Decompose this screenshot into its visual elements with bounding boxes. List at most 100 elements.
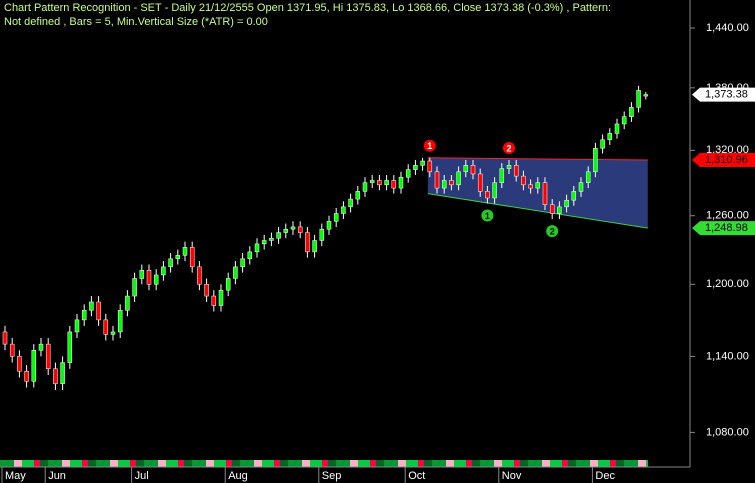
candle-body — [585, 171, 591, 183]
candle-body — [348, 198, 353, 208]
candle-body — [427, 160, 433, 173]
candle-body — [449, 180, 454, 186]
title-line: Chart Pattern Recognition - SET - Daily … — [4, 2, 611, 14]
candle-body — [276, 232, 281, 239]
x-tick-label: Sep — [322, 470, 342, 482]
candle-body — [643, 94, 649, 97]
candle-body — [564, 199, 569, 208]
candle-body — [528, 184, 533, 189]
candle-body — [132, 278, 137, 297]
candle-body — [578, 182, 584, 192]
candle-body — [117, 310, 123, 333]
candle-body — [67, 331, 73, 363]
candle-body — [312, 240, 317, 253]
candle-body — [521, 175, 526, 186]
candle-body — [125, 295, 130, 311]
price-tag — [692, 87, 755, 102]
candle-body — [197, 266, 202, 285]
candle-body — [441, 180, 447, 189]
y-tick-label: 1,200.00 — [706, 278, 749, 290]
candle-body — [254, 243, 260, 253]
support-line — [427, 193, 648, 229]
candle-body — [326, 221, 332, 230]
candle-body — [81, 310, 87, 321]
candle-body — [240, 258, 245, 268]
pivot-label: 2 — [550, 226, 555, 236]
candle-body — [391, 180, 397, 189]
candle-body — [621, 116, 627, 125]
candle-body — [319, 228, 325, 241]
candle-body — [225, 278, 231, 291]
pivot-marker — [546, 225, 559, 238]
candle-body — [74, 319, 80, 333]
pivot-marker — [481, 209, 494, 222]
candle-body — [211, 295, 217, 306]
candle-body — [535, 182, 541, 189]
candle-body — [434, 171, 440, 189]
y-tick-label: 1,440.00 — [706, 22, 749, 34]
candle-body — [153, 274, 159, 285]
candle-body — [53, 368, 58, 385]
candle-body — [9, 343, 15, 357]
candle-body — [204, 284, 209, 297]
candle-body — [261, 240, 267, 245]
x-tick-label: Jul — [135, 470, 149, 482]
pivot-label: 1 — [427, 141, 432, 151]
pivot-marker — [503, 141, 515, 154]
candle-body — [269, 237, 274, 241]
candle-body — [333, 213, 339, 222]
candle-body — [139, 270, 145, 279]
candle-body — [398, 176, 404, 189]
candle-body — [607, 133, 613, 140]
candle-body — [2, 331, 8, 345]
candle-body — [110, 331, 116, 335]
candle-body — [96, 301, 101, 321]
price-tag-label: 1,373.38 — [705, 89, 748, 101]
candle-body — [305, 232, 310, 253]
candle-body — [89, 301, 94, 311]
pivot-marker — [423, 139, 436, 152]
price-tag-label: 1,310.96 — [705, 154, 748, 166]
candle-body — [283, 228, 289, 233]
y-tick-label: 1,260.00 — [706, 210, 749, 222]
candle-body — [506, 165, 512, 169]
x-tick-label: Jun — [48, 470, 66, 482]
candle-body — [60, 362, 65, 385]
candle-body — [38, 343, 44, 351]
candle-body — [593, 147, 598, 173]
candle-body — [629, 107, 634, 117]
candle-body — [218, 289, 224, 306]
candle-body — [405, 169, 411, 178]
pivot-label: 2 — [506, 143, 511, 153]
x-tick-label: May — [5, 470, 26, 482]
candle-body — [146, 270, 152, 285]
candle-body — [31, 349, 37, 382]
candle-body — [420, 160, 425, 166]
resistance-line — [427, 157, 648, 161]
candle-body — [485, 191, 490, 199]
candle-body — [470, 165, 476, 175]
candle-body — [542, 182, 548, 205]
candle-body — [355, 191, 361, 200]
candle-body — [413, 165, 418, 170]
title-line: Not defined , Bars = 5, Min.Vertical Siz… — [4, 16, 268, 28]
candle-body — [600, 139, 605, 149]
candle-body — [45, 343, 51, 370]
candle-body — [614, 123, 620, 134]
candle-body — [549, 204, 555, 214]
candle-body — [161, 266, 166, 276]
candle-body — [290, 226, 296, 230]
y-tick-label: 1,140.00 — [706, 350, 749, 362]
candle-body — [477, 173, 483, 192]
candle-body — [384, 180, 389, 186]
candle-body — [341, 206, 346, 214]
price-tag — [692, 221, 755, 236]
candle-body — [571, 191, 577, 201]
candle-body — [247, 251, 253, 260]
candle-body — [463, 165, 469, 173]
candle-body — [175, 255, 181, 260]
price-tag-label: 1,248.98 — [705, 222, 748, 234]
candle-body — [297, 226, 303, 233]
